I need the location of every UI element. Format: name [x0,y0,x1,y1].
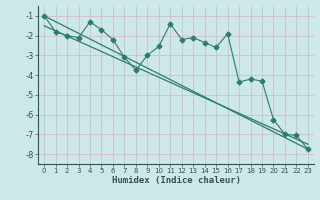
X-axis label: Humidex (Indice chaleur): Humidex (Indice chaleur) [111,176,241,185]
